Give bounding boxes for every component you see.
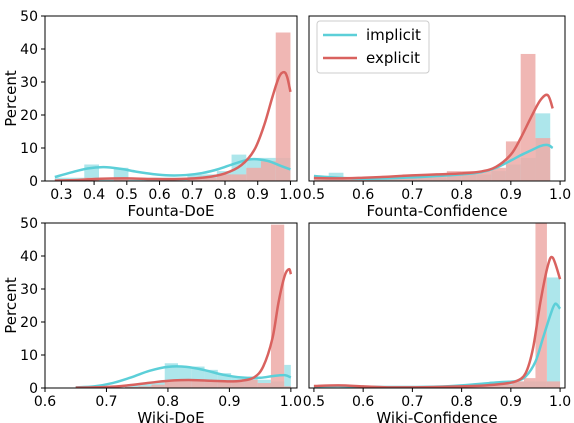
kde-explicit — [313, 93, 554, 180]
x-tick-label: 0.9 — [500, 394, 522, 410]
x-tick-label: 1.0 — [549, 187, 571, 203]
bar-explicit — [216, 174, 232, 181]
bar-explicit — [204, 381, 218, 388]
x-tick-label: 0.5 — [116, 187, 138, 203]
bar-explicit — [489, 384, 501, 388]
bar-implicit — [124, 384, 139, 388]
bar-explicit — [202, 177, 217, 181]
kde-explicit — [313, 255, 562, 388]
axes-frame — [308, 15, 566, 182]
x-tick-label: 0.8 — [157, 394, 179, 410]
bar-explicit — [246, 167, 261, 181]
x-tick-label: 0.6 — [352, 187, 374, 203]
bar-explicit — [231, 381, 245, 388]
bar-explicit — [501, 384, 513, 388]
axes-frame — [308, 222, 566, 389]
kde-explicit — [75, 267, 293, 388]
y-tick-label: 0 — [29, 174, 38, 190]
x-axis-label: Founta-Confidence — [366, 202, 507, 220]
x-axis-label: Wiki-DoE — [137, 409, 204, 423]
bar-explicit — [512, 381, 524, 388]
bar-explicit — [257, 383, 271, 388]
kde-implicit — [75, 365, 292, 388]
bar-explicit — [491, 167, 506, 181]
y-tick-label: 50 — [20, 9, 38, 25]
bar-explicit — [546, 381, 561, 388]
panel-1: 0.3 0.4 0.5 0.6 0.7 0.8 0.9 1.0 0 10 20 30 40 50 Fount… — [2, 9, 302, 220]
x-tick-label: 0.7 — [95, 394, 117, 410]
bar-explicit — [178, 379, 192, 388]
panel-2: 0.5 0.6 0.7 0.8 0.9 1.0 Founta-Confidence — [303, 15, 571, 220]
y-tick-label: 10 — [20, 348, 38, 364]
x-tick-label: 0.6 — [148, 187, 170, 203]
bar-explicit — [244, 379, 258, 388]
x-tick-label: 0.4 — [83, 187, 105, 203]
legend: implicit explicit — [316, 20, 430, 74]
x-tick-label: 1.0 — [549, 394, 571, 410]
y-tick-label: 40 — [20, 42, 38, 58]
bar-explicit — [191, 379, 205, 388]
x-tick-label: 0.9 — [218, 394, 240, 410]
legend-implicit-label: implicit — [366, 26, 421, 44]
bar-implicit — [138, 383, 152, 388]
bar-explicit — [432, 174, 447, 181]
x-tick-label: 0.7 — [401, 394, 423, 410]
y-tick-label: 20 — [20, 315, 38, 331]
y-tick-label: 30 — [20, 282, 38, 298]
x-tick-label: 0.5 — [303, 394, 325, 410]
bar-explicit — [505, 141, 521, 181]
panel-3: 0.6 0.7 0.8 0.9 1.0 0 10 20 30 40 50 Wiki-DoE Percen… — [2, 216, 302, 423]
kde-implicit — [313, 302, 562, 388]
x-tick-label: 0.6 — [352, 394, 374, 410]
kde-implicit — [54, 157, 291, 179]
kde-explicit — [54, 70, 292, 181]
plot-area — [313, 223, 562, 388]
x-tick-label: 0.5 — [303, 187, 325, 203]
x-tick-label: 0.7 — [401, 187, 423, 203]
panel-4: 0.5 0.6 0.7 0.8 0.9 1.0 Wiki-Confidence — [303, 222, 571, 423]
bar-implicit — [546, 277, 561, 388]
x-tick-label: 0.9 — [500, 187, 522, 203]
bar-explicit — [217, 381, 232, 388]
x-axis-label: Founta-DoE — [128, 202, 215, 220]
bar-explicit — [275, 32, 291, 181]
x-tick-label: 1.0 — [279, 187, 301, 203]
bar-explicit — [535, 223, 547, 388]
y-tick-label: 30 — [20, 75, 38, 91]
y-axis-label: Percent — [2, 277, 20, 334]
bar-explicit — [261, 161, 276, 181]
y-tick-label: 0 — [29, 381, 38, 397]
x-tick-label: 0.8 — [214, 187, 236, 203]
x-axis-label: Wiki-Confidence — [376, 409, 497, 423]
y-tick-label: 40 — [20, 249, 38, 265]
bar-explicit — [461, 171, 477, 181]
bar-explicit — [164, 381, 179, 388]
x-tick-label: 0.8 — [450, 187, 472, 203]
x-tick-label: 0.3 — [50, 187, 72, 203]
plot-area — [54, 32, 292, 181]
plot-area — [313, 53, 554, 181]
y-tick-label: 10 — [20, 141, 38, 157]
x-tick-label: 1.0 — [280, 394, 302, 410]
x-tick-label: 0.6 — [34, 394, 56, 410]
plot-area — [75, 224, 293, 388]
axes-frame — [44, 222, 298, 389]
bar-explicit — [476, 171, 492, 181]
axes-frame — [44, 15, 298, 182]
bar-explicit — [523, 378, 536, 388]
x-tick-label: 0.8 — [450, 394, 472, 410]
bar-explicit — [520, 53, 536, 181]
x-tick-label: 0.7 — [181, 187, 203, 203]
x-tick-label: 0.9 — [247, 187, 269, 203]
bar-explicit — [535, 138, 551, 181]
bar-explicit — [151, 384, 165, 388]
legend-explicit-label: explicit — [366, 49, 420, 67]
y-axis-label: Percent — [2, 70, 20, 127]
bar-explicit — [138, 386, 152, 388]
bar-explicit — [284, 386, 291, 388]
y-tick-label: 50 — [20, 216, 38, 232]
y-tick-label: 20 — [20, 108, 38, 124]
bar-explicit — [231, 174, 247, 181]
